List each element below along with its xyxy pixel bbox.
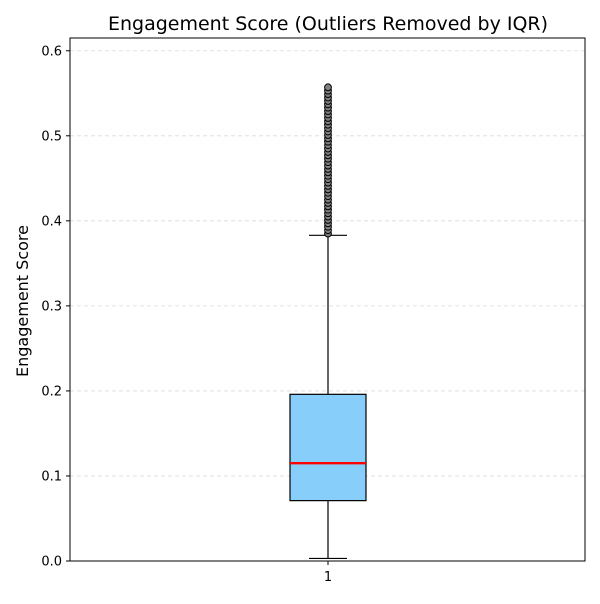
plot-area — [289, 83, 367, 560]
y-tick-label: 0.0 — [41, 555, 62, 570]
y-tick-label: 0.3 — [41, 299, 62, 314]
y-tick-label: 0.4 — [41, 214, 62, 229]
axes: 0.0 0.1 0.2 0.3 0.4 0.5 0.6 1 — [41, 37, 586, 585]
y-tick-label: 0.2 — [41, 384, 62, 399]
outlier-point — [324, 83, 332, 92]
x-tick-label: 1 — [324, 570, 332, 585]
y-tick-label: 0.5 — [41, 129, 62, 144]
iqr-box — [289, 393, 367, 502]
y-tick-label: 0.1 — [41, 469, 62, 484]
grid-lines — [70, 50, 585, 562]
y-axis-title: Engagement Score — [13, 225, 32, 377]
chart-title: Engagement Score (Outliers Removed by IQ… — [108, 13, 548, 35]
y-tick-label: 0.6 — [41, 44, 62, 59]
